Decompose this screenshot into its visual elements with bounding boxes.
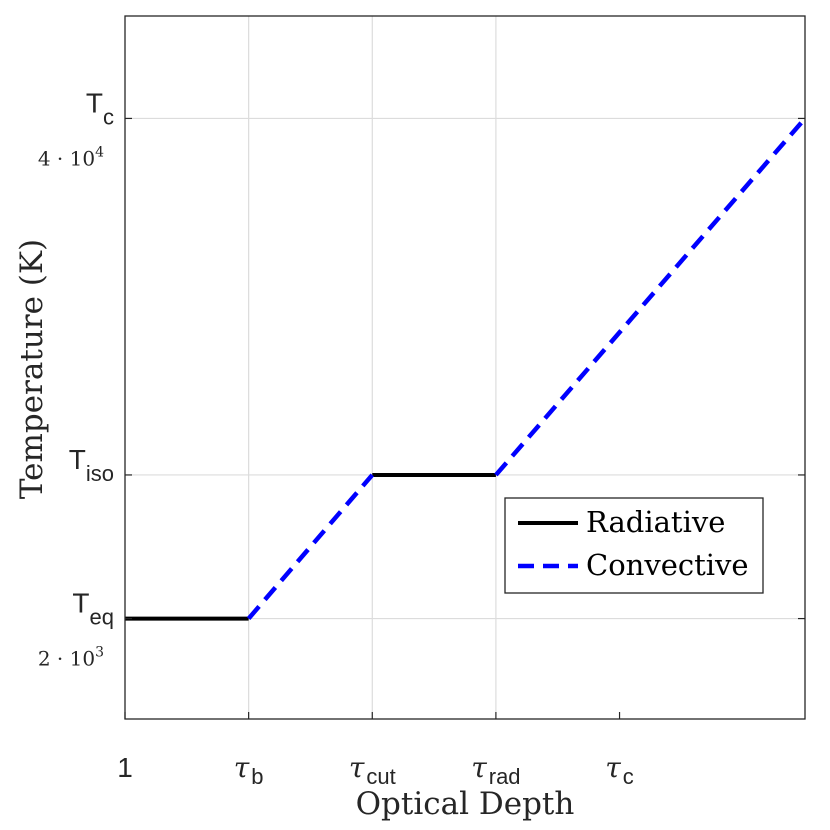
- x-tick-label: τrad: [471, 751, 520, 789]
- legend-box: [504, 497, 764, 594]
- series-segment-convective: [494, 116, 807, 477]
- series-lines: [125, 116, 807, 621]
- x-axis-label: Optical Depth: [356, 786, 575, 822]
- y-tick-labels: Teq 2 · 103 Tiso Tc 4 · 104: [38, 87, 114, 670]
- legend-label-convective: Convective: [586, 548, 749, 582]
- y-tick-value: 4 · 104: [38, 144, 104, 170]
- tick-marks: [124, 117, 805, 719]
- grid-lines: [125, 16, 805, 719]
- legend-label-radiative: Radiative: [586, 505, 725, 539]
- y-tick-label: Tiso: [69, 444, 114, 486]
- y-tick-label: Teq: [72, 588, 114, 630]
- y-tick-value: 2 · 103: [38, 645, 104, 671]
- x-tick-label: τb: [234, 751, 264, 789]
- plot-frame: [124, 15, 806, 720]
- y-axis-label: Temperature (K): [14, 239, 50, 499]
- x-tick-label: τc: [605, 751, 634, 789]
- x-tick-label: τcut: [349, 751, 396, 789]
- legend: Radiative Convective: [504, 497, 764, 594]
- y-tick-label: Tc: [86, 87, 114, 129]
- series-segment-convective: [246, 473, 374, 621]
- x-tick-label: 1: [117, 752, 133, 783]
- x-tick-labels: 1 τb τcut τrad τc: [117, 751, 634, 789]
